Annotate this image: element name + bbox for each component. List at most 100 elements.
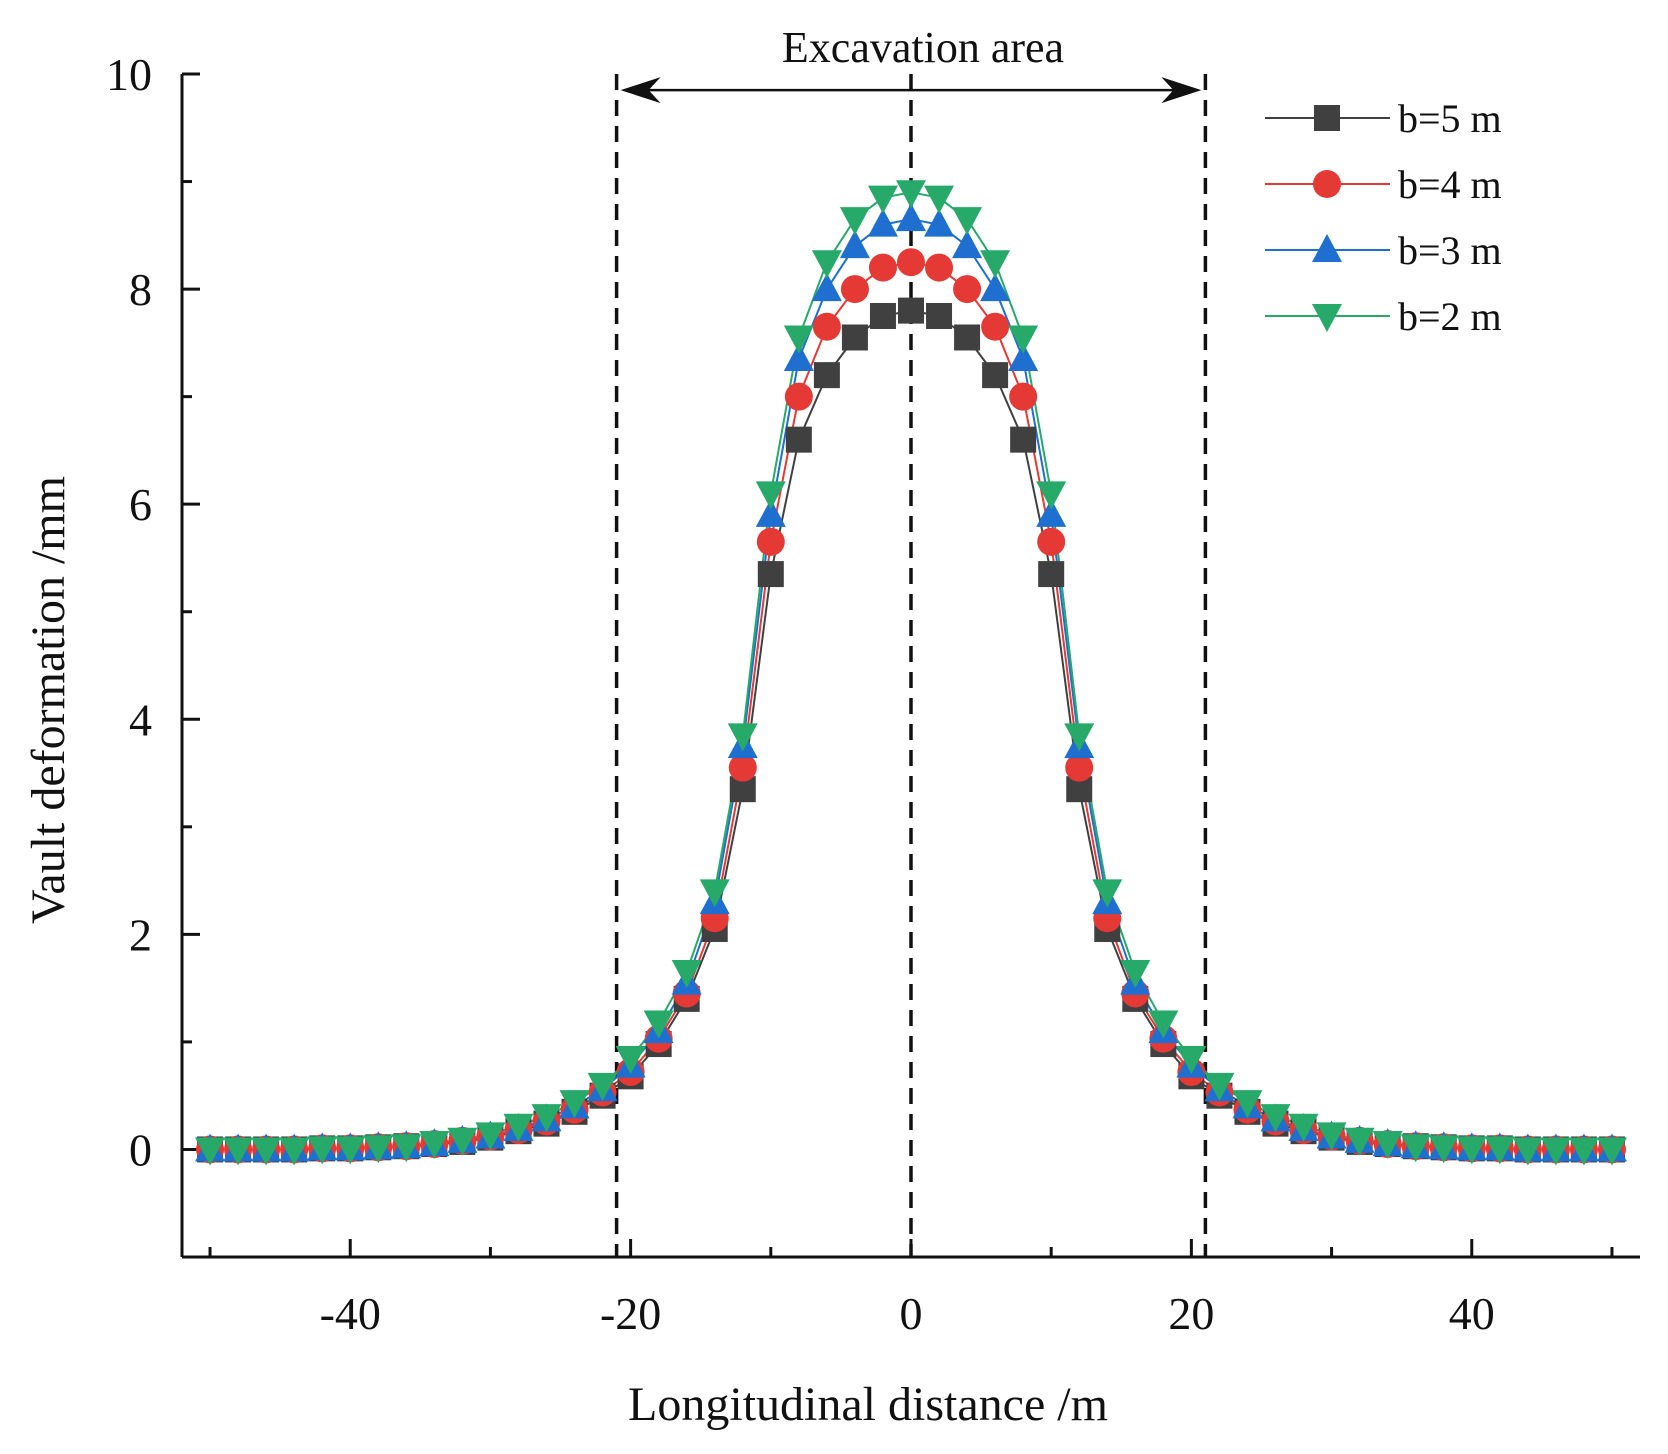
data-point-series-4 [1288, 1113, 1319, 1142]
data-point-series-4 [727, 723, 758, 752]
data-point-series-3 [924, 208, 955, 237]
data-point-series-4 [1092, 879, 1123, 908]
y-tick-label: 8 [129, 264, 152, 315]
x-axis-label: Longitudinal distance /m [628, 1378, 1108, 1431]
arrow-head-left [620, 77, 661, 104]
data-point-series-4 [839, 207, 870, 236]
data-point-series-4 [1568, 1137, 1599, 1166]
data-point-series-1 [841, 324, 868, 351]
data-point-series-4 [1204, 1072, 1235, 1101]
y-tick-label: 10 [106, 49, 152, 100]
y-tick-label: 0 [129, 1124, 152, 1175]
legend-label: b=5 m [1398, 96, 1502, 141]
data-point-series-4 [1176, 1046, 1207, 1075]
data-point-series-4 [952, 207, 983, 236]
data-point-series-4 [587, 1072, 618, 1101]
data-point-series-4 [1008, 325, 1039, 354]
legend: b=5 m b=4 m b=3 m b=2 m [1265, 96, 1502, 339]
data-point-series-2 [756, 527, 785, 556]
data-point-series-4 [811, 250, 842, 279]
data-point-series-2 [868, 253, 897, 282]
data-point-series-4 [447, 1127, 478, 1156]
data-point-series-1 [1010, 426, 1037, 453]
data-point-series-4 [363, 1135, 394, 1164]
data-point-series-1 [982, 362, 1009, 389]
data-point-series-2 [1065, 753, 1094, 782]
data-point-series-3 [867, 208, 898, 237]
arrow-head-right [1161, 77, 1202, 104]
data-point-series-4 [391, 1134, 422, 1163]
data-point-series-3 [980, 273, 1011, 302]
data-point-series-4 [1036, 481, 1067, 510]
data-point-series-4 [419, 1131, 450, 1160]
data-point-series-2 [953, 275, 982, 304]
data-point-series-3 [783, 342, 814, 371]
data-point-series-4 [1344, 1127, 1375, 1156]
data-point-series-2 [897, 248, 925, 277]
legend-marker [1314, 105, 1340, 131]
data-point-series-4 [924, 185, 955, 214]
legend-label: b=4 m [1398, 162, 1502, 207]
series-markers [195, 180, 1627, 1166]
data-point-series-2 [1037, 527, 1066, 556]
axes: -40 -20 0 20 40 0 2 4 6 8 10 [106, 49, 1640, 1339]
data-point-series-3 [1008, 342, 1039, 371]
data-point-series-4 [783, 325, 814, 354]
data-point-series-4 [1260, 1104, 1291, 1133]
data-point-series-4 [279, 1137, 310, 1166]
data-point-series-4 [1064, 723, 1095, 752]
data-point-series-4 [1596, 1137, 1627, 1166]
data-point-series-4 [896, 180, 926, 209]
data-point-series-4 [1540, 1137, 1571, 1166]
data-point-series-2 [840, 275, 869, 304]
data-point-series-4 [1484, 1136, 1515, 1165]
data-point-series-1 [898, 297, 924, 324]
y-tick-label: 6 [129, 479, 152, 530]
data-point-series-4 [755, 481, 786, 510]
data-point-series-1 [1038, 561, 1065, 588]
data-point-series-4 [503, 1113, 534, 1142]
x-tick-label: 0 [900, 1288, 923, 1339]
data-point-series-4 [1400, 1134, 1431, 1163]
data-point-series-4 [980, 250, 1011, 279]
data-point-series-2 [728, 753, 757, 782]
data-point-series-4 [1512, 1137, 1543, 1166]
data-point-series-3 [811, 273, 842, 302]
data-point-series-4 [475, 1122, 506, 1151]
data-point-series-4 [335, 1136, 366, 1165]
data-point-series-4 [195, 1137, 226, 1166]
legend-label: b=2 m [1398, 294, 1502, 339]
legend-marker [1313, 170, 1341, 198]
data-point-series-1 [926, 302, 953, 329]
data-point-series-4 [643, 1010, 674, 1039]
data-point-series-4 [867, 185, 898, 214]
data-point-series-1 [813, 362, 840, 389]
x-tick-label: -40 [320, 1288, 381, 1339]
data-point-series-4 [615, 1046, 646, 1075]
x-tick-label: 40 [1449, 1288, 1495, 1339]
data-point-series-1 [869, 302, 896, 329]
data-point-series-1 [785, 426, 812, 453]
data-point-series-3 [1036, 498, 1067, 527]
legend-marker [1312, 304, 1342, 332]
data-point-series-1 [954, 324, 981, 351]
data-point-series-4 [1120, 960, 1151, 989]
legend-label: b=3 m [1398, 228, 1502, 273]
legend-marker [1312, 234, 1342, 262]
data-point-series-3 [952, 230, 983, 259]
data-point-series-2 [784, 382, 813, 411]
x-tick-label: 20 [1168, 1288, 1214, 1339]
data-point-series-4 [307, 1136, 338, 1165]
data-point-series-4 [559, 1090, 590, 1119]
data-point-series-4 [223, 1137, 254, 1166]
data-point-series-4 [1232, 1090, 1263, 1119]
x-tick-label: -20 [600, 1288, 661, 1339]
data-point-series-2 [925, 253, 954, 282]
data-point-series-3 [896, 203, 926, 232]
data-point-series-4 [1148, 1010, 1179, 1039]
data-point-series-4 [1372, 1131, 1403, 1160]
data-point-series-4 [1428, 1135, 1459, 1164]
data-point-series-3 [839, 230, 870, 259]
data-point-series-2 [1009, 382, 1038, 411]
